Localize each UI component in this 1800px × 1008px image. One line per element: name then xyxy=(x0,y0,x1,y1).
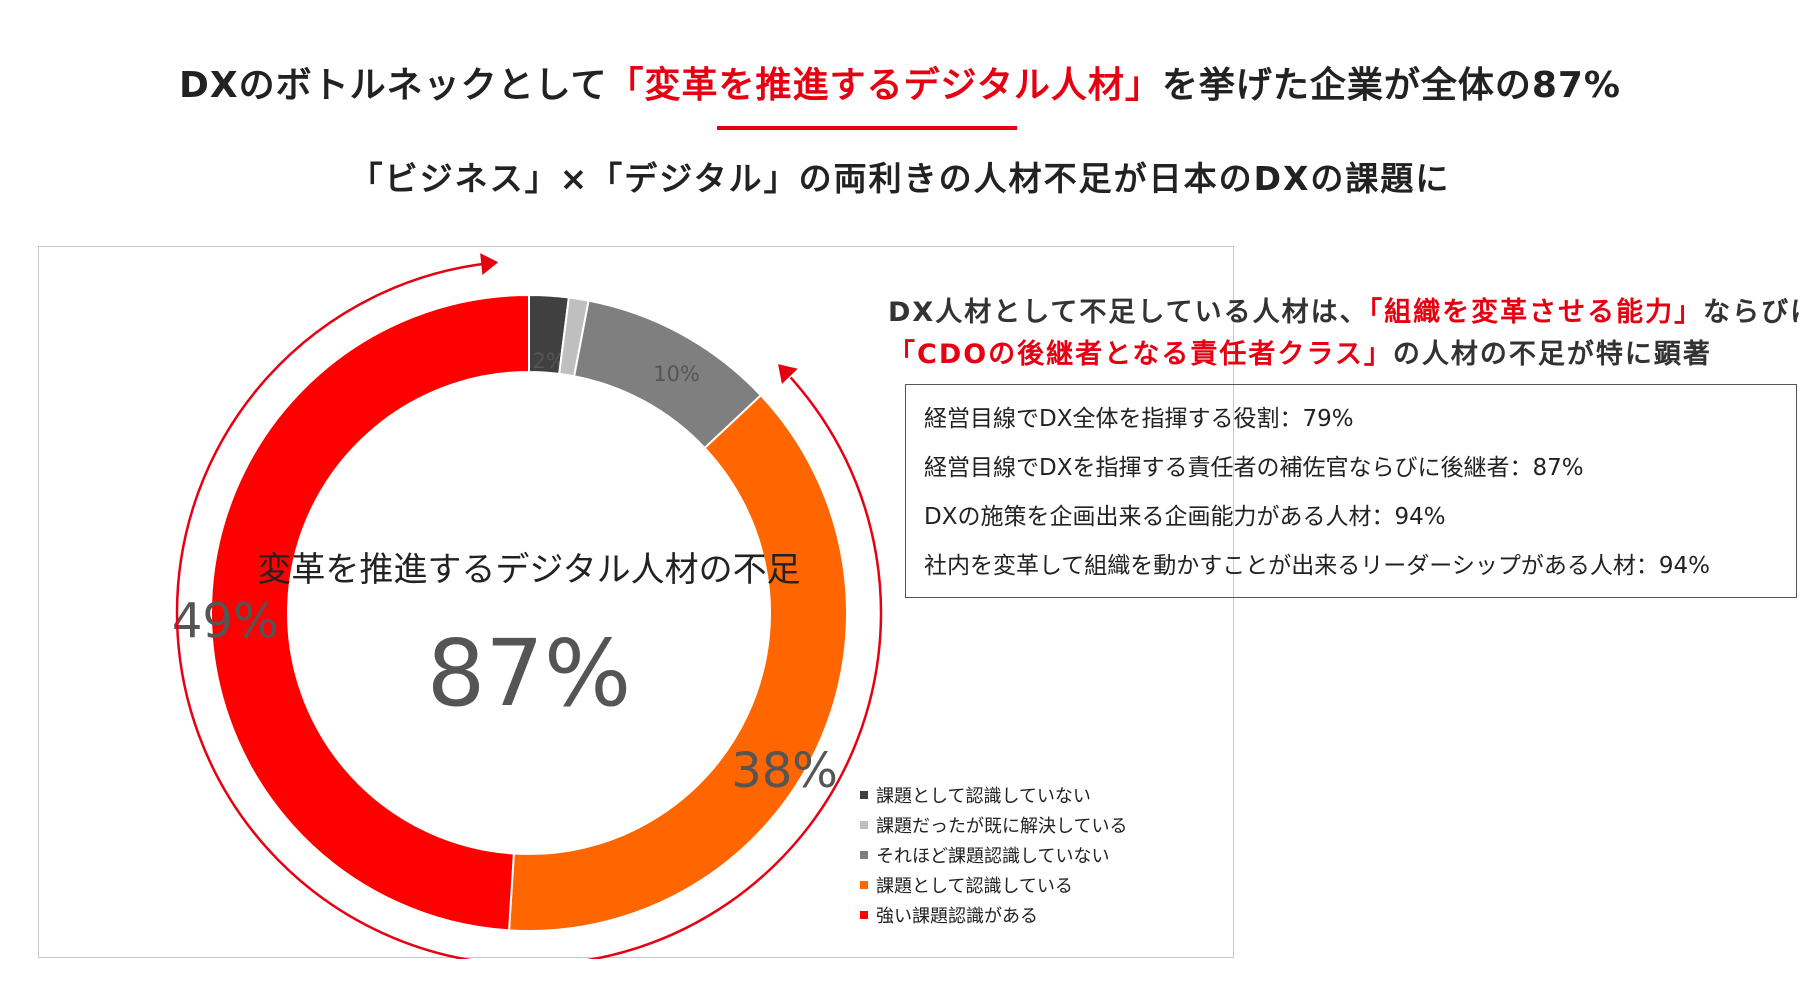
legend-swatch xyxy=(860,911,868,919)
legend-label: 課題として認識していない xyxy=(876,786,1091,807)
headline-highlight: 「変革を推進するデジタル人材」 xyxy=(607,65,1162,106)
headline-prefix: DXのボトルネックとして xyxy=(178,65,608,106)
role-shortage-list: 経営目線でDX全体を指揮する役割：79% 経営目線でDXを指揮する責任者の補佐官… xyxy=(905,384,1797,598)
list-item: DXの施策を企画出来る企画能力がある人材：94% xyxy=(924,504,1446,530)
note-line2-highlight: 「CDOの後継者となる責任者クラス」 xyxy=(888,339,1393,370)
arrow-arc-right xyxy=(586,376,883,959)
legend-item-not-much: それほど課題認識していない xyxy=(860,840,1127,870)
legend-swatch xyxy=(860,881,868,889)
legend-label: 課題として認識している xyxy=(876,876,1073,897)
data-label-strong: 49% xyxy=(172,594,279,650)
legend-label: それほど課題認識していない xyxy=(876,846,1110,867)
legend-swatch xyxy=(860,851,868,859)
legend-swatch xyxy=(860,791,868,799)
arrow-head-left-icon xyxy=(480,253,499,276)
legend-item-strong: 強い課題認識がある xyxy=(860,900,1127,930)
legend-item-not-recognized: 課題として認識していない xyxy=(860,780,1127,810)
note-line2-suffix: の人材の不足が特に顕著 xyxy=(1392,339,1712,370)
note-line1-suffix: ならびに xyxy=(1703,297,1800,328)
legend-item-recognized: 課題として認識している xyxy=(860,870,1127,900)
arrow-arc-left xyxy=(175,261,493,959)
note-line-2: 「CDOの後継者となる責任者クラス」の人材の不足が特に顕著 xyxy=(888,334,1788,376)
legend-label: 強い課題認識がある xyxy=(876,906,1038,927)
note-line-1: DX人材として不足している人材は、「組織を変革させる能力」ならびに xyxy=(888,292,1800,334)
legend-item-already-resolved: 課題だったが既に解決している xyxy=(860,810,1127,840)
subheadline: 「ビジネス」×「デジタル」の両利きの人材不足が日本のDXの課題に xyxy=(349,159,1451,198)
note-line1-prefix: DX人材として不足している人材は、 xyxy=(888,297,1369,328)
donut-slice-recognized xyxy=(507,393,848,932)
arrow-head-right-icon xyxy=(778,364,798,385)
data-label-not-much: 10% xyxy=(653,362,700,386)
note-line1-highlight: 「組織を変革させる能力」 xyxy=(1368,297,1704,328)
donut-slice-strong xyxy=(210,293,530,932)
data-label-recognized: 38% xyxy=(731,743,838,799)
shortage-note: DX人材として不足している人材は、「組織を変革させる能力」ならびに 「CDOの後… xyxy=(888,292,1800,376)
headline: DXのボトルネックとして「変革を推進するデジタル人材」を挙げた企業が全体の87% xyxy=(0,56,1800,108)
legend-label: 課題だったが既に解決している xyxy=(876,816,1128,837)
center-label: 変革を推進するデジタル人材の不足 xyxy=(257,550,800,590)
chart-legend: 課題として認識していない課題だったが既に解決している それほど課題認識していない課… xyxy=(860,780,1127,930)
legend-swatch xyxy=(860,821,868,829)
headline-underline xyxy=(717,126,1017,130)
list-item: 経営目線でDXを指揮する責任者の補佐官ならびに後継者：87% xyxy=(924,455,1584,481)
list-item: 経営目線でDX全体を指揮する役割：79% xyxy=(924,406,1354,432)
headline-suffix: を挙げた企業が全体の87% xyxy=(1161,65,1621,106)
list-item: 社内を変革して組織を動かすことが出来るリーダーシップがある人材：94% xyxy=(924,553,1710,579)
center-value: 87% xyxy=(427,620,631,727)
